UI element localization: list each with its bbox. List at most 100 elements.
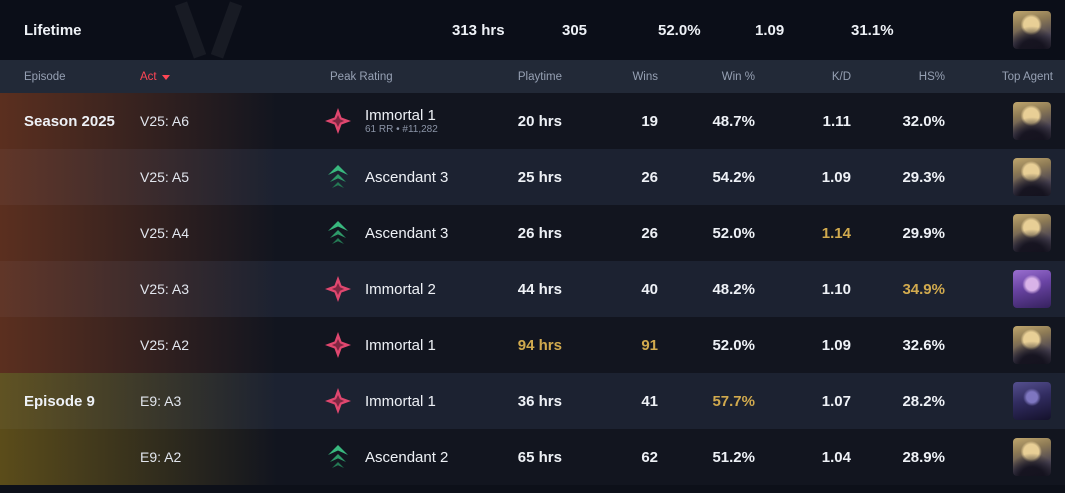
rank-name: Immortal 1 <box>365 392 436 410</box>
lifetime-win-pct: 52.0% <box>658 21 701 39</box>
win-pct-cell: 48.2% <box>712 280 755 298</box>
lifetime-top-agent-cell <box>945 11 1065 49</box>
lifetime-wins: 305 <box>562 21 588 39</box>
peak-rating-cell: Ascendant 2 <box>318 441 452 473</box>
table-row[interactable]: V25: A2 Immortal 1 94 hrs 91 52.0% 1.09 … <box>0 317 1065 373</box>
playtime-cell: 25 hrs <box>517 168 562 186</box>
playtime-cell: 94 hrs <box>517 336 562 354</box>
ascendant-rank-icon <box>328 445 348 468</box>
playtime-cell: 26 hrs <box>517 224 562 242</box>
rank-name: Ascendant 3 <box>365 224 449 242</box>
kd-cell: 1.09 <box>821 168 851 186</box>
lifetime-label: Lifetime <box>24 21 82 39</box>
col-win-pct: Win % <box>721 70 755 83</box>
table-row[interactable]: Episode 9 E9: A3 Immortal 1 36 hrs 41 57… <box>0 373 1065 429</box>
col-hs-pct: HS% <box>918 70 945 83</box>
table-bottom-filler <box>0 485 1065 493</box>
top-agent-cell <box>945 214 1065 252</box>
kd-cell: 1.10 <box>821 280 851 298</box>
top-agent-cell <box>945 270 1065 308</box>
peak-rating-cell: Immortal 2 <box>318 273 452 305</box>
win-pct-cell: 52.0% <box>712 336 755 354</box>
peak-rating-cell: Ascendant 3 <box>318 217 452 249</box>
wins-cell: 41 <box>641 392 658 410</box>
col-act-filter[interactable]: Act <box>140 71 318 83</box>
rank-name: Immortal 1 <box>365 336 436 354</box>
win-pct-cell: 48.7% <box>712 112 755 130</box>
col-act-label: Act <box>140 70 157 83</box>
top-agent-avatar <box>1013 158 1051 196</box>
lifetime-playtime: 313 hrs <box>452 21 505 39</box>
wins-cell: 26 <box>641 224 658 242</box>
top-agent-avatar <box>1013 102 1051 140</box>
table-row[interactable]: V25: A5 Ascendant 3 25 hrs 26 54.2% 1.09… <box>0 149 1065 205</box>
playtime-cell: 44 hrs <box>517 280 562 298</box>
episode-cell: Season 2025 <box>24 112 115 130</box>
rank-name: Ascendant 2 <box>365 448 449 466</box>
act-cell: V25: A6 <box>140 113 190 129</box>
col-playtime: Playtime <box>517 70 562 83</box>
immortal-rank-icon <box>325 108 351 134</box>
top-agent-cell <box>945 438 1065 476</box>
hs-pct-cell: 28.2% <box>902 392 945 410</box>
hs-pct-cell: 32.6% <box>902 336 945 354</box>
lifetime-top-agent-avatar <box>1013 11 1051 49</box>
act-cell: E9: A2 <box>140 449 182 465</box>
col-episode: Episode <box>24 70 66 83</box>
top-agent-avatar <box>1013 438 1051 476</box>
act-cell: V25: A4 <box>140 225 190 241</box>
wins-cell: 26 <box>641 168 658 186</box>
rank-name: Immortal 2 <box>365 280 436 298</box>
col-wins: Wins <box>632 70 658 83</box>
table-row[interactable]: V25: A3 Immortal 2 44 hrs 40 48.2% 1.10 … <box>0 261 1065 317</box>
hs-pct-cell: 29.3% <box>902 168 945 186</box>
episode-cell: Episode 9 <box>24 392 95 410</box>
playtime-cell: 20 hrs <box>517 112 562 130</box>
hs-pct-cell: 29.9% <box>902 224 945 242</box>
act-cell: V25: A5 <box>140 169 190 185</box>
rank-name: Ascendant 3 <box>365 168 449 186</box>
top-agent-avatar <box>1013 214 1051 252</box>
kd-cell: 1.14 <box>821 224 851 242</box>
act-cell: V25: A2 <box>140 337 190 353</box>
ascendant-rank-icon <box>328 165 348 188</box>
top-agent-cell <box>945 102 1065 140</box>
immortal-rank-icon <box>325 388 351 414</box>
kd-cell: 1.07 <box>821 392 851 410</box>
peak-rating-cell: Ascendant 3 <box>318 161 452 193</box>
lifetime-row: Lifetime 313 hrs 305 52.0% 1.09 31.1% <box>0 0 1065 60</box>
act-cell: V25: A3 <box>140 281 190 297</box>
hs-pct-cell: 34.9% <box>902 280 945 298</box>
win-pct-cell: 52.0% <box>712 224 755 242</box>
table-row[interactable]: Season 2025 V25: A6 Immortal 1 61 RR • #… <box>0 93 1065 149</box>
table-row[interactable]: E9: A2 Ascendant 2 65 hrs 62 51.2% 1.04 … <box>0 429 1065 485</box>
top-agent-avatar <box>1013 382 1051 420</box>
hs-pct-cell: 32.0% <box>902 112 945 130</box>
table-row[interactable]: V25: A4 Ascendant 3 26 hrs 26 52.0% 1.14… <box>0 205 1065 261</box>
peak-rating-cell: Immortal 1 <box>318 385 452 417</box>
wins-cell: 91 <box>641 336 658 354</box>
lifetime-hs-pct: 31.1% <box>851 21 894 39</box>
top-agent-cell <box>945 382 1065 420</box>
playtime-cell: 65 hrs <box>517 448 562 466</box>
ascendant-rank-icon <box>328 221 348 244</box>
rank-detail: 61 RR • #11,282 <box>365 123 438 135</box>
hs-pct-cell: 28.9% <box>902 448 945 466</box>
act-cell: E9: A3 <box>140 393 182 409</box>
kd-cell: 1.11 <box>822 112 851 130</box>
col-peak-rating: Peak Rating <box>330 70 393 83</box>
peak-rating-cell: Immortal 1 61 RR • #11,282 <box>318 105 452 137</box>
immortal-rank-icon <box>325 276 351 302</box>
col-kd: K/D <box>831 70 851 83</box>
lifetime-kd: 1.09 <box>755 21 785 39</box>
wins-cell: 40 <box>641 280 658 298</box>
table-header: Episode Act Peak Rating Playtime Wins Wi… <box>0 60 1065 93</box>
win-pct-cell: 57.7% <box>712 392 755 410</box>
col-top-agent: Top Agent <box>1001 70 1053 83</box>
win-pct-cell: 54.2% <box>712 168 755 186</box>
wins-cell: 19 <box>641 112 658 130</box>
top-agent-avatar <box>1013 326 1051 364</box>
kd-cell: 1.09 <box>821 336 851 354</box>
playtime-cell: 36 hrs <box>517 392 562 410</box>
